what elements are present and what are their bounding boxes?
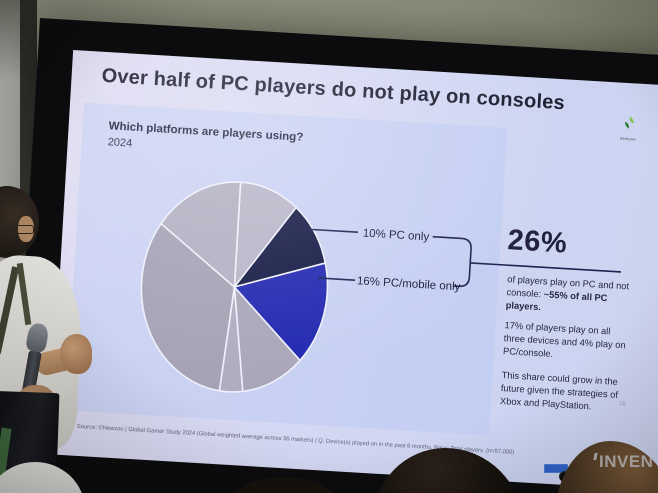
pie-segment	[160, 181, 242, 288]
tv-sticker	[544, 464, 568, 473]
inven-watermark: INVEN	[593, 452, 654, 472]
pie-segment	[233, 181, 298, 288]
newzoo-logo: newzoo	[615, 114, 642, 142]
callout-para1: of players play on PC and not console: ~…	[505, 273, 635, 319]
callout-rule	[470, 262, 622, 273]
audience-head	[228, 477, 340, 493]
newzoo-leaf-icon	[624, 116, 634, 129]
pie-segment	[233, 286, 301, 393]
callout-body: of players play on PC and not console: ~…	[499, 273, 635, 423]
callout-para2: 17% of players play on all three devices…	[502, 320, 626, 360]
inven-watermark-text: INVEN	[599, 452, 654, 471]
pie-segments	[140, 181, 329, 393]
callout-headline: 26%	[506, 224, 569, 260]
callout-para3: This share could grow in the future give…	[499, 369, 619, 412]
page-number: 16	[618, 401, 626, 408]
tv-screen: Over half of PC players do not play on c…	[11, 18, 658, 493]
label-pc-only: 10% PC only	[362, 228, 429, 244]
label-pc-mobile-only: 16% PC/mobile only	[357, 275, 461, 293]
pie-chart: 10% PC only 16% PC/mobile only	[140, 181, 622, 393]
inven-tick-icon	[593, 453, 598, 460]
connector-pc-mobile	[318, 277, 356, 281]
pie-segment	[233, 262, 329, 362]
presentation-slide: Over half of PC players do not play on c…	[49, 50, 658, 491]
pie-segment	[140, 222, 236, 392]
connector-pc-only	[307, 228, 358, 234]
